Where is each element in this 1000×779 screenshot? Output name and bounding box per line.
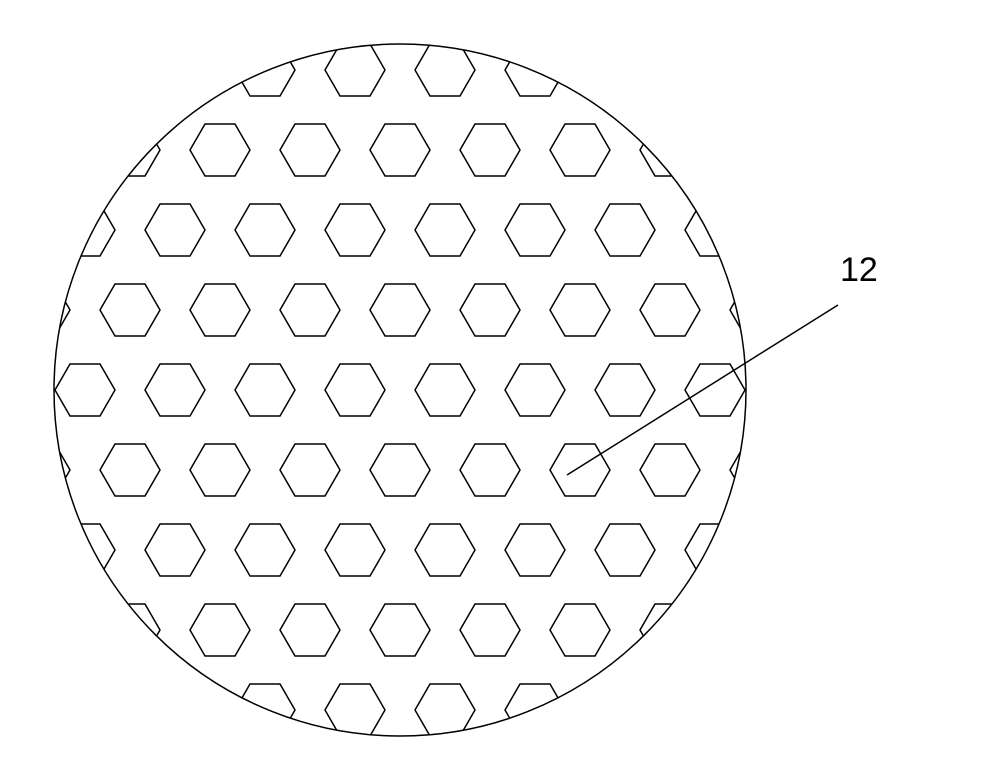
hex-hole — [325, 684, 385, 736]
hex-hole — [280, 284, 340, 336]
hex-hole — [415, 364, 475, 416]
hex-hole — [415, 44, 475, 96]
hex-hole — [595, 524, 655, 576]
hex-hole — [505, 524, 565, 576]
hex-hole — [505, 684, 565, 736]
hex-hole — [640, 444, 700, 496]
hex-hole — [235, 204, 295, 256]
hex-hole — [235, 44, 295, 96]
hex-hole — [730, 444, 790, 496]
hex-hole — [10, 444, 70, 496]
callout-leader — [567, 305, 838, 475]
hex-hole — [190, 284, 250, 336]
hex-hole — [190, 444, 250, 496]
figure-canvas: 12 — [0, 0, 1000, 779]
drawing-svg — [0, 0, 1000, 779]
hex-hole — [730, 284, 790, 336]
callout-label-12: 12 — [840, 251, 878, 290]
hex-hole — [235, 364, 295, 416]
hex-hole — [325, 44, 385, 96]
hex-hole — [145, 204, 205, 256]
hex-hole — [145, 524, 205, 576]
hex-hole — [325, 204, 385, 256]
hex-hole — [370, 604, 430, 656]
hex-hole — [550, 284, 610, 336]
hex-hole — [100, 444, 160, 496]
hex-hole — [325, 524, 385, 576]
hex-hole — [370, 284, 430, 336]
hex-hole — [280, 444, 340, 496]
hex-hole — [460, 604, 520, 656]
hex-hole — [100, 284, 160, 336]
hex-hole — [280, 124, 340, 176]
hex-hole — [640, 284, 700, 336]
plate-outline — [54, 44, 746, 736]
hex-hole — [595, 204, 655, 256]
hex-hole — [325, 364, 385, 416]
hex-hole — [505, 44, 565, 96]
hex-hole — [460, 124, 520, 176]
hex-hole — [235, 524, 295, 576]
hex-hole-group — [10, 44, 790, 736]
hex-hole — [370, 124, 430, 176]
hex-hole — [415, 684, 475, 736]
hex-hole — [550, 604, 610, 656]
hex-hole — [190, 124, 250, 176]
hex-hole — [55, 364, 115, 416]
hex-hole — [10, 284, 70, 336]
hex-hole — [145, 364, 205, 416]
hex-hole — [505, 364, 565, 416]
hex-hole — [190, 604, 250, 656]
hex-hole — [595, 364, 655, 416]
hex-hole — [415, 524, 475, 576]
hex-hole — [415, 204, 475, 256]
hex-hole — [550, 444, 610, 496]
hex-hole — [370, 444, 430, 496]
hex-hole — [505, 204, 565, 256]
hex-hole — [550, 124, 610, 176]
hex-hole — [460, 284, 520, 336]
hex-hole — [685, 364, 745, 416]
hex-hole — [460, 444, 520, 496]
hex-hole — [280, 604, 340, 656]
hex-hole — [235, 684, 295, 736]
